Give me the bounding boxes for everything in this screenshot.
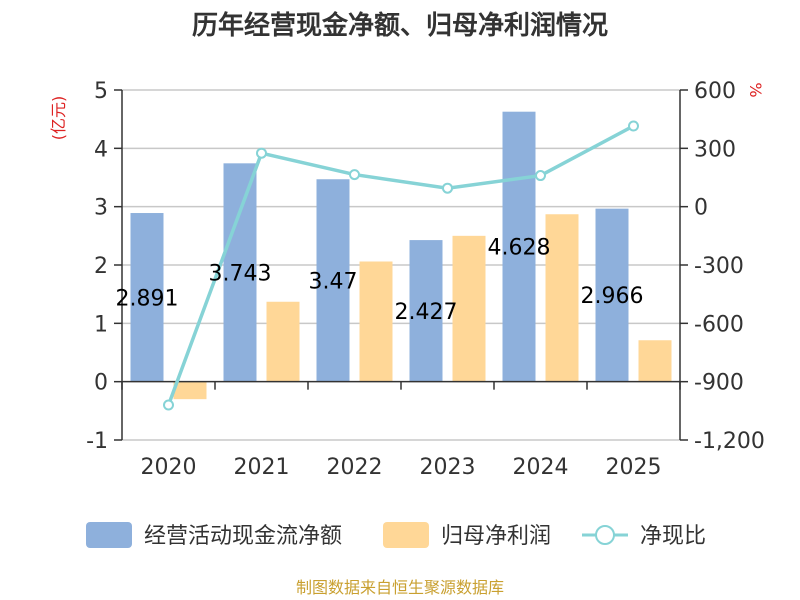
right-axis-tick-label: -1,200 <box>694 429 765 454</box>
chart-title: 历年经营现金净额、归母净利润情况 <box>192 10 608 41</box>
left-axis-tick-label: 5 <box>94 79 108 104</box>
data-label-operating-cash: 2.427 <box>395 300 458 325</box>
right-axis-tick-label: -900 <box>694 371 744 396</box>
x-axis-tick-label: 2022 <box>327 455 383 480</box>
left-axis-tick-label: 2 <box>94 254 108 279</box>
left-axis-tick-label: 1 <box>94 312 108 337</box>
ratio-marker <box>256 147 267 159</box>
ratio-line <box>166 124 635 406</box>
x-axis-tick-label: 2023 <box>420 455 476 480</box>
ratio-line-group <box>163 120 639 411</box>
left-axis-tick-label: 0 <box>94 371 108 396</box>
ratio-marker <box>535 170 546 182</box>
bar-net-profit <box>545 214 579 382</box>
ratio-marker <box>442 182 453 194</box>
bar-net-profit <box>638 340 672 382</box>
bar-net-profit <box>359 261 393 382</box>
x-axis-tick-label: 2021 <box>234 455 290 480</box>
right-axis-tick-label: -300 <box>694 254 744 279</box>
left-axis-tick-label: 3 <box>94 196 108 221</box>
right-axis-tick-label: -600 <box>694 312 744 337</box>
bars-group <box>130 111 672 400</box>
bar-net-profit <box>266 301 300 382</box>
x-axis-tick-label: 2024 <box>513 455 569 480</box>
right-axis-unit: % <box>746 82 765 97</box>
right-axis-tick-label: 300 <box>694 137 736 162</box>
right-axis-tick-label: 600 <box>694 79 736 104</box>
legend-label-net-profit: 归母净利润 <box>441 524 551 549</box>
bar-net-profit <box>173 381 207 400</box>
left-axis-tick-label: 4 <box>94 137 108 162</box>
legend-swatch-ratio-marker <box>595 525 615 545</box>
left-axis-unit: (亿元) <box>49 96 68 141</box>
data-label-operating-cash: 3.47 <box>309 269 358 294</box>
left-axis-tick-label: -1 <box>86 429 108 454</box>
x-axis-tick-label: 2025 <box>606 455 662 480</box>
data-label-operating-cash: 4.628 <box>488 236 551 261</box>
x-axis-tick-label: 2020 <box>141 455 197 480</box>
right-axis-tick-label: 0 <box>694 196 708 221</box>
data-label-operating-cash: 2.966 <box>581 284 644 309</box>
grid-lines <box>122 89 680 441</box>
source-note: 制图数据来自恒生聚源数据库 <box>296 578 504 597</box>
data-label-operating-cash: 2.891 <box>116 286 179 311</box>
bar-operating-cash <box>502 111 536 382</box>
legend-label-ratio: 净现比 <box>640 524 706 549</box>
legend-swatch-operating-cash <box>86 522 132 548</box>
ratio-marker <box>628 120 639 132</box>
ratio-marker <box>163 399 174 411</box>
ratio-marker <box>349 169 360 181</box>
bar-net-profit <box>452 235 486 382</box>
legend: 经营活动现金流净额 归母净利润 净现比 <box>86 522 706 549</box>
data-labels-group: 2.891 3.743 3.47 2.427 4.628 2.966 <box>116 236 644 325</box>
bar-operating-cash <box>595 208 629 382</box>
axes-group: -1 0 1 2 3 4 5 -1,200 -900 -600 -300 0 300 600 2020 202… <box>86 79 765 480</box>
bar-operating-cash <box>316 179 350 382</box>
bar-operating-cash <box>409 240 443 382</box>
legend-swatch-net-profit <box>383 522 429 548</box>
legend-label-operating-cash: 经营活动现金流净额 <box>144 524 342 549</box>
bar-operating-cash <box>130 213 164 382</box>
data-label-operating-cash: 3.743 <box>209 261 272 286</box>
bar-operating-cash <box>223 163 257 382</box>
